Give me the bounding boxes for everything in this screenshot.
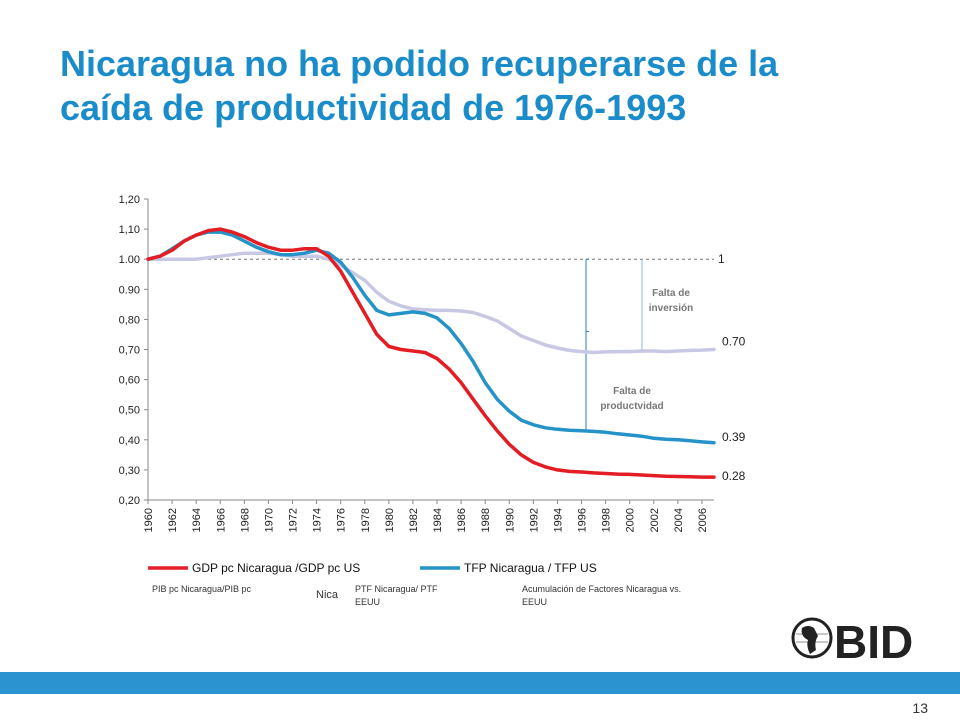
investment-gap-label: Falta de inversión: [649, 288, 693, 314]
y-tick-label: 1.00: [119, 254, 140, 266]
end-label: 0.28: [722, 469, 746, 483]
x-tick-label: 1972: [288, 508, 300, 532]
x-tick-label: 2000: [625, 508, 637, 532]
bottom-bar: [0, 672, 960, 694]
x-tick-label: 1966: [215, 508, 227, 532]
x-tick-label: 2004: [673, 508, 685, 532]
x-tick-label: 1976: [336, 508, 348, 532]
y-tick-label: 0,40: [119, 435, 140, 447]
y-tick-label: 0,70: [119, 345, 140, 357]
y-tick-label: 0.90: [119, 284, 140, 296]
legend-label-1: TFP Nicaragua / TFP US: [464, 561, 597, 575]
x-tick-label: 1962: [167, 508, 179, 532]
x-tick-label: 1990: [504, 508, 516, 532]
series-group: [146, 227, 716, 479]
x-tick-label: 1968: [239, 508, 251, 532]
y-tick-label: 1,20: [119, 194, 140, 206]
chart-legend: GDP pc Nicaragua /GDP pc US TFP Nicaragua…: [148, 561, 681, 607]
y-tick-label: 0,80: [119, 314, 140, 326]
legend-label-0: GDP pc Nicaragua /GDP pc US: [192, 561, 360, 575]
x-tick-label: 1978: [360, 508, 372, 532]
x-tick-label: 1974: [312, 508, 324, 532]
x-tick-label: 1964: [191, 508, 203, 532]
legend-sublabel-acumulacion: Acumulación de Factores Nicaragua vs. EEU…: [522, 584, 681, 607]
x-tick-label: 1986: [456, 508, 468, 532]
end-label: 0.39: [722, 430, 746, 444]
chart-axes: 1,20 1,10 1.00 0.90 0,80 0,70 0,60 0,50 0,40 0,30…: [119, 194, 714, 532]
x-tick-label: 1982: [408, 508, 420, 532]
x-tick-label: 1998: [601, 508, 613, 532]
y-tick-label: 0,50: [119, 405, 140, 417]
slide-title: Nicaragua no ha podido recuperarse de la…: [60, 42, 920, 130]
productivity-gap-label: Falta de productvidad: [600, 386, 663, 412]
y-tick-label: 0,30: [119, 465, 140, 477]
y-tick-label: 0,60: [119, 375, 140, 387]
end-label: 0.70: [722, 335, 746, 349]
legend-sublabel-nica: Nica: [316, 589, 339, 601]
y-tick-label: 0,20: [119, 495, 140, 507]
x-tick-label: 1992: [528, 508, 540, 532]
series-line-2: [146, 251, 716, 355]
x-tick-label: 1960: [143, 508, 155, 532]
series-line-0: [146, 227, 716, 479]
x-tick-label: 1980: [384, 508, 396, 532]
x-tick-label: 1984: [432, 508, 444, 532]
x-tick-label: 1970: [263, 508, 275, 532]
x-tick-label: 1994: [552, 508, 564, 532]
page-number: 13: [912, 700, 928, 716]
gap-brackets: Falta de inversión Falta de productvidad: [585, 258, 693, 432]
x-tick-label: 2006: [697, 508, 709, 532]
x-tick-label: 2002: [649, 508, 661, 532]
end-labels-group: 0.70 0.39 0.28: [722, 335, 746, 483]
series-line-1: [146, 230, 716, 445]
bid-logo: BID: [788, 612, 930, 668]
logo-text: BID: [834, 616, 913, 664]
y-tick-label: 1,10: [119, 224, 140, 236]
legend-sublabel-pib: PIB pc Nicaragua/PIB pc: [152, 584, 252, 594]
legend-sublabel-ptf: PTF Nicaragua/ PTF EEUU: [355, 584, 438, 607]
x-tick-label: 1988: [480, 508, 492, 532]
reference-line-label: 1: [718, 252, 725, 266]
title-line-2: caída de productividad de 1976-1993: [60, 87, 687, 128]
reference-line-group: 1: [148, 252, 725, 266]
productivity-chart: 1,20 1,10 1.00 0.90 0,80 0,70 0,60 0,50 0,40 0,30…: [119, 194, 746, 607]
x-tick-label: 1996: [577, 508, 589, 532]
title-line-1: Nicaragua no ha podido recuperarse de la: [60, 43, 779, 84]
